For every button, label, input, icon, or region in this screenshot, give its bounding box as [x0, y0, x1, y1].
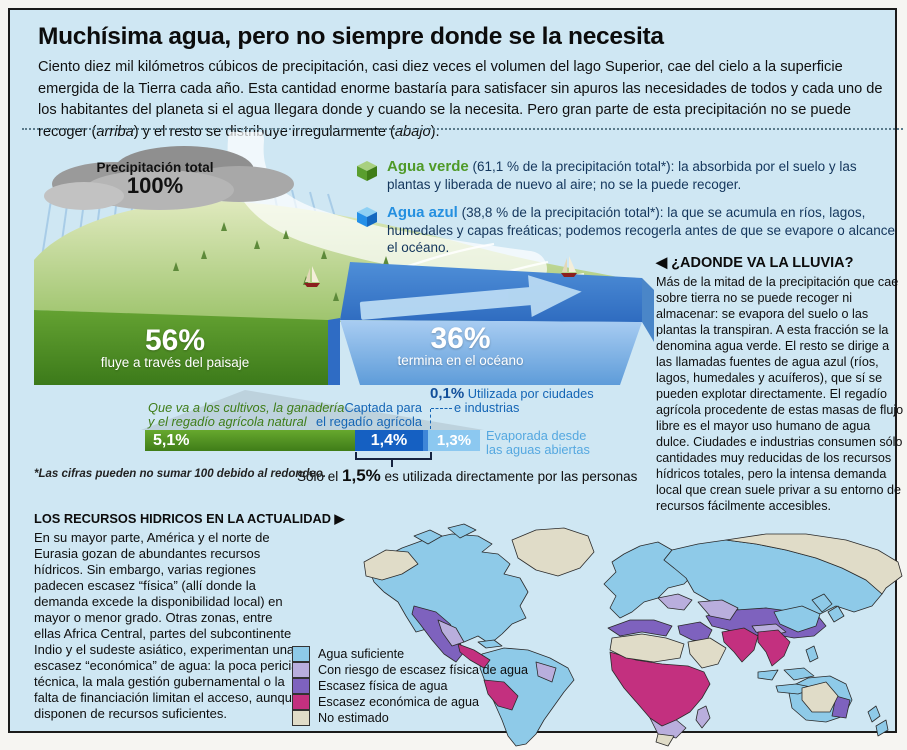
label-evaporation-line2: las aguas abiertas [486, 442, 590, 457]
intro-text: ). [430, 123, 440, 140]
map-legend-item: Escasez económica de agua [292, 694, 528, 710]
bar-segment-evaporation: 1,3% [428, 430, 480, 451]
label-agriculture-line2: y el regadío agrícola natural [148, 414, 307, 429]
ocean-pct-caption: termina en el océano [397, 353, 524, 368]
land-front-face [34, 310, 328, 385]
cities-connector-line [431, 408, 452, 409]
cities-connector-line [430, 409, 431, 429]
ocean-left-face [328, 318, 340, 385]
ocean-arrow-icon [359, 275, 582, 320]
bar-lblue-value: 1,3% [436, 432, 472, 449]
page-title: Muchísima agua, pero no siempre donde se… [38, 23, 664, 50]
land-pct-caption: fluye a través del paisaje [100, 355, 250, 370]
swatch-sufficient [292, 646, 310, 662]
resources-title-text: LOS RECURSOS HIDRICOS EN LA ACTUALIDAD [34, 511, 331, 526]
rain-box-title: ◀ ¿ADONDE VA LA LLUVIA? [656, 255, 854, 271]
direct-suffix: es utilizada directamente por las person… [380, 469, 638, 484]
bar-segment-irrigation: 1,4% [355, 430, 423, 451]
intro-text: Ciento diez mil kilómetros cúbicos de pr… [38, 59, 883, 140]
map-legend: Agua suficiente Con riesgo de escasez fí… [292, 646, 528, 726]
map-legend-label: No estimado [318, 711, 389, 725]
map-regions-not-estimated [363, 527, 903, 747]
intro-em-arriba: arriba [96, 123, 134, 140]
map-legend-item: Con riesgo de escasez física de agua [292, 662, 528, 678]
direct-pct-value: 1,5% [342, 466, 381, 485]
resources-title: LOS RECURSOS HIDRICOS EN LA ACTUALIDAD ▶ [34, 511, 344, 527]
map-regions-sufficient-east [477, 593, 845, 695]
world-water-map [363, 523, 903, 747]
section-divider [22, 128, 903, 130]
precipitation-title: Precipitación total [96, 160, 214, 175]
precipitation-label: Precipitación total 100% [80, 160, 230, 199]
ocean-pct-value: 36% [430, 322, 491, 355]
ocean-right-face [642, 278, 654, 342]
green-water-cube-icon [357, 161, 377, 181]
map-legend-item: Escasez física de agua [292, 678, 528, 694]
map-legend-label: Escasez económica de agua [318, 695, 480, 709]
swatch-physical [292, 678, 310, 694]
intro-paragraph: Ciento diez mil kilómetros cúbicos de pr… [38, 57, 892, 143]
land-pct-value: 56% [144, 324, 206, 357]
left-triangle-icon: ◀ [656, 255, 668, 271]
legend-green-name: Agua verde [387, 158, 469, 175]
rain-box-body: Más de la mitad de la precipitación que … [656, 275, 904, 513]
direct-prefix: Sólo el [297, 469, 343, 484]
label-agriculture: Que va a los cultivos, la ganadería y el… [148, 401, 368, 429]
rounding-footnote: *Las cifras pueden no sumar 100 debido a… [34, 468, 327, 480]
infographic-frame: Muchísima agua, pero no siempre donde se… [8, 8, 903, 747]
sailboat-icon [561, 256, 577, 277]
cities-label-line1: Utilizada por ciudades [467, 386, 594, 401]
precipitation-value: 100% [126, 173, 184, 198]
cloud-icon [44, 146, 294, 210]
direct-use-statement: Sólo el 1,5% es utilizada directamente p… [297, 466, 637, 486]
label-cities: 0,1% Utilizada por ciudades [430, 385, 594, 402]
ocean-percentage: 36% termina en el océano [378, 322, 543, 369]
label-evaporation-line1: Evaporada desde [486, 428, 587, 443]
intro-text: ) y el resto se distribuye irregularment… [133, 123, 395, 140]
landscape-scene [34, 132, 654, 385]
map-legend-label: Con riesgo de escasez física de agua [318, 663, 529, 677]
swatch-not-estimated [292, 710, 310, 726]
land-percentage: 56% fluye a través del paisaje [80, 324, 270, 371]
map-legend-label: Escasez física de agua [318, 679, 448, 693]
direct-use-bracket [355, 452, 432, 460]
legend-blue-name: Agua azul [387, 204, 458, 221]
legend-blue-water: Agua azul (38,8 % de la precipitación to… [387, 204, 903, 257]
legend-green-water: Agua verde (61,1 % de la precipitación t… [387, 158, 903, 193]
right-triangle-icon: ▶ [334, 511, 345, 526]
bar-segment-cities [423, 430, 428, 451]
cities-label-line2: e industrias [454, 400, 520, 415]
map-legend-label: Agua suficiente [318, 647, 405, 661]
label-irrigation-line2: el regadío agrícola [316, 414, 422, 429]
map-legend-item: Agua suficiente [292, 646, 528, 662]
precipitation-bar-chart: 5,1% 1,4% 1,3% [145, 430, 480, 451]
label-evaporation: Evaporada desde las aguas abiertas [486, 429, 590, 457]
sailboat-icon [304, 266, 320, 287]
legend-blue-text: (38,8 % de la precipitación total*): la … [387, 205, 896, 255]
swatch-economic [292, 694, 310, 710]
bar-segment-agriculture: 5,1% [145, 430, 355, 451]
zoom-funnel [141, 390, 484, 430]
bar-green-value: 5,1% [153, 431, 190, 449]
cities-pct-value: 0,1% [430, 385, 465, 402]
legend-green-text: (61,1 % de la precipitación total*): la … [387, 159, 857, 192]
bar-dblue-value: 1,4% [370, 431, 408, 449]
resources-body: En su mayor parte, América y el norte de… [34, 530, 300, 721]
ocean-front-face [340, 320, 642, 385]
label-agriculture-line1: Que va a los cultivos, la ganadería [148, 400, 345, 415]
blue-water-cube-icon [357, 207, 377, 227]
rain-box-title-text: ¿ADONDE VA LA LLUVIA? [671, 255, 854, 271]
label-irrigation-line1: Captada para [344, 400, 422, 415]
map-legend-item: No estimado [292, 710, 528, 726]
swatch-risk [292, 662, 310, 678]
map-regions-economic [457, 627, 791, 727]
label-irrigation: Captada para el regadío agrícola [308, 401, 422, 429]
direct-use-bracket-stem [391, 458, 393, 467]
intro-em-abajo: abajo [394, 123, 431, 140]
